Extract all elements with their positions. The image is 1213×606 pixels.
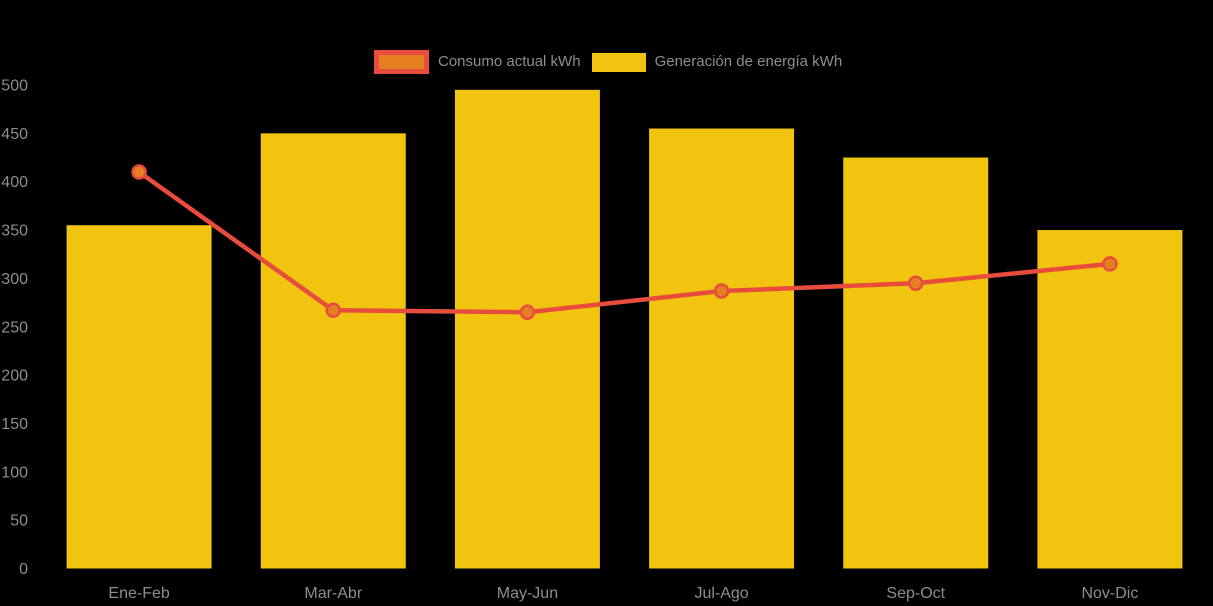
x-category-label: Sep-Oct <box>886 585 945 602</box>
y-axis-labels: 0 50 100 150 200 250 300 350 400 450 500 <box>1 78 28 579</box>
x-axis-labels: Ene-Feb Mar-Abr May-Jun Jul-Ago Sep-Oct Nov-D… <box>108 585 1138 602</box>
y-tick-label: 350 <box>1 223 28 240</box>
y-tick-label: 400 <box>1 174 28 191</box>
consumption-point <box>1102 256 1118 272</box>
generation-bar <box>649 128 795 569</box>
generation-bar <box>454 89 600 569</box>
legend-label-generacion: Generación de energía kWh <box>654 53 843 70</box>
chart-legend: Consumo actual kWh Generación de energía… <box>374 50 842 74</box>
consumption-point <box>131 164 147 180</box>
x-category-label: Jul-Ago <box>694 585 748 602</box>
generacion-series-swatch-icon <box>591 52 646 72</box>
y-tick-label: 200 <box>1 368 28 385</box>
consumption-point <box>713 283 730 299</box>
consumption-point <box>519 304 536 320</box>
generation-bar <box>843 157 989 569</box>
consumption-line <box>131 164 1118 320</box>
generation-bars <box>66 89 1183 569</box>
legend-label-consumo: Consumo actual kWh <box>438 53 581 70</box>
consumption-point <box>908 275 924 291</box>
x-category-label: Nov-Dic <box>1081 585 1138 602</box>
y-tick-label: 300 <box>1 271 28 288</box>
y-tick-label: 250 <box>1 319 28 336</box>
generation-bar <box>66 225 212 569</box>
generation-bar <box>1037 230 1183 569</box>
y-tick-label: 0 <box>19 561 28 578</box>
y-tick-label: 150 <box>1 416 28 433</box>
consumo-series-swatch-icon <box>374 50 429 74</box>
x-category-label: Ene-Feb <box>108 585 169 602</box>
x-category-label: Mar-Abr <box>304 585 362 602</box>
consumption-point <box>325 302 341 319</box>
y-tick-label: 50 <box>10 513 28 530</box>
legend-item-generacion[interactable]: Generación de energía kWh <box>591 50 843 74</box>
y-tick-label: 100 <box>1 464 28 481</box>
x-category-label: May-Jun <box>497 585 558 602</box>
generation-bar <box>260 133 406 569</box>
y-tick-label: 500 <box>1 78 28 95</box>
consumption-line-path <box>136 169 1113 315</box>
legend-item-consumo[interactable]: Consumo actual kWh <box>374 50 581 74</box>
y-tick-label: 450 <box>1 126 28 143</box>
